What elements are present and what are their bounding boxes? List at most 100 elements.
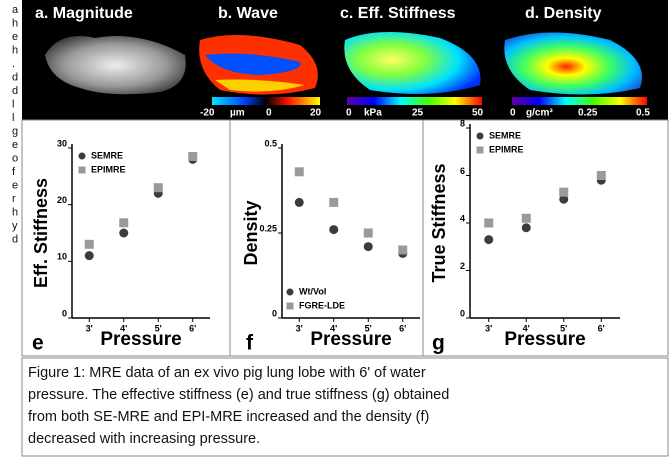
y-tick-label: 0 [460, 308, 465, 318]
density-image [504, 32, 642, 95]
data-point [484, 218, 494, 228]
data-point [521, 213, 531, 223]
x-axis-label: Pressure [100, 329, 181, 350]
text-fragment: e [12, 179, 18, 191]
x-tick-label: 5' [155, 323, 162, 333]
x-tick-label: 4' [120, 323, 127, 333]
legend-marker [476, 132, 484, 140]
y-axis-label: Eff. Stiffness [31, 178, 51, 288]
text-fragment: r [12, 193, 16, 205]
caption-line: decreased with increasing pressure. [28, 431, 260, 447]
colorbar-label: -20 [200, 108, 215, 119]
legend-label: EPIMRE [91, 164, 126, 174]
text-fragment: o [12, 152, 18, 164]
x-tick-label: 3' [296, 323, 303, 333]
caption-line: from both SE-MRE and EPI-MRE increased a… [28, 409, 429, 425]
colorbar-label: 0 [266, 108, 272, 119]
x-axis-label: Pressure [310, 329, 391, 350]
wave-band [215, 79, 305, 92]
x-tick-label: 3' [485, 323, 492, 333]
legend-label: FGRE-LDE [299, 300, 345, 310]
colorbar [512, 97, 647, 105]
legend-marker [78, 166, 86, 174]
panel-label: g [432, 332, 445, 355]
panel-title: a. Magnitude [35, 5, 133, 22]
legend-marker [286, 288, 294, 296]
y-tick-label: 0 [62, 308, 67, 318]
colorbar-label: 20 [310, 108, 322, 119]
text-fragment: f [12, 166, 16, 178]
chart-area [21, 119, 669, 357]
legend-marker [476, 146, 484, 154]
colorbar-label: kPa [364, 108, 382, 119]
data-point [119, 218, 129, 228]
text-fragment: l [12, 98, 14, 110]
text-fragment: h [12, 44, 18, 56]
data-point [596, 171, 606, 180]
y-tick-label: 10 [57, 252, 67, 262]
text-fragment: d [12, 85, 18, 97]
y-tick-label: 0 [272, 308, 277, 318]
panel-label: f [246, 332, 254, 355]
legend-marker [78, 152, 86, 160]
legend-label: SEMRE [489, 130, 521, 140]
data-point [294, 167, 304, 177]
y-tick-label: 0.25 [259, 223, 277, 233]
text-fragment: e [12, 139, 18, 151]
y-tick-label: 2 [460, 261, 465, 271]
y-tick-label: 30 [57, 138, 67, 148]
y-axis-label: True Stiffness [429, 163, 449, 282]
data-point [84, 251, 94, 261]
data-point [84, 239, 94, 249]
legend-label: SEMRE [91, 150, 123, 160]
data-point [153, 183, 163, 193]
data-point [484, 235, 494, 245]
colorbar [212, 97, 320, 105]
x-tick-label: 5' [560, 323, 567, 333]
legend-label: Wt/Vol [299, 286, 326, 296]
x-axis-label: Pressure [504, 329, 585, 350]
colorbar [347, 97, 482, 105]
data-point [559, 194, 569, 204]
text-fragment: h [12, 17, 18, 29]
y-tick-label: 6 [460, 166, 465, 176]
text-fragment: d [12, 233, 18, 245]
text-fragment: e [12, 31, 18, 43]
panel-title: c. Eff. Stiffness [340, 5, 456, 22]
scatter-chart: 0 10 20 30 3' 4' 5' 6' Pressure Eff. Stiffness e SE… [31, 138, 210, 355]
text-fragment: d [12, 71, 18, 83]
y-axis-label: Density [241, 200, 261, 265]
y-tick-label: 4 [460, 213, 465, 223]
colorbar-label: 0.25 [578, 108, 598, 119]
wave-band [205, 53, 301, 75]
colorbar-label: 0.5 [636, 108, 650, 119]
panel-label: e [32, 332, 44, 355]
stiffness-image [344, 31, 481, 94]
caption-box [21, 357, 669, 457]
text-fragment: h [12, 206, 18, 218]
x-tick-label: 5' [365, 323, 372, 333]
scatter-chart: 0 0.25 0.5 3' 4' 5' 6' Pressure Density f Wt/Vol FG… [241, 138, 420, 355]
panel-title: b. Wave [218, 5, 278, 22]
x-tick-label: 6' [399, 323, 406, 333]
text-fragment: . [12, 58, 15, 70]
x-tick-label: 4' [330, 323, 337, 333]
colorbar-label: 0 [510, 108, 516, 119]
colorbar-label: 0 [346, 108, 352, 119]
caption-line: Figure 1: MRE data of an ex vivo pig lun… [28, 365, 426, 381]
caption: Figure 1: MRE data of an ex vivo pig lun… [28, 365, 449, 447]
data-point [363, 228, 373, 238]
scatter-chart: 0 2 4 6 8 3' 4' 5' 6' Pressure True Stiffness g SEMR… [429, 118, 620, 355]
x-tick-label: 6' [598, 323, 605, 333]
colorbar-label: 50 [472, 108, 484, 119]
legend-marker [286, 302, 294, 310]
magnitude-image [45, 36, 186, 95]
data-point [119, 228, 129, 238]
data-point [188, 152, 198, 161]
x-tick-label: 3' [86, 323, 93, 333]
y-tick-label: 20 [57, 195, 67, 205]
data-point [294, 197, 304, 207]
colorbar-label: µm [230, 108, 245, 119]
